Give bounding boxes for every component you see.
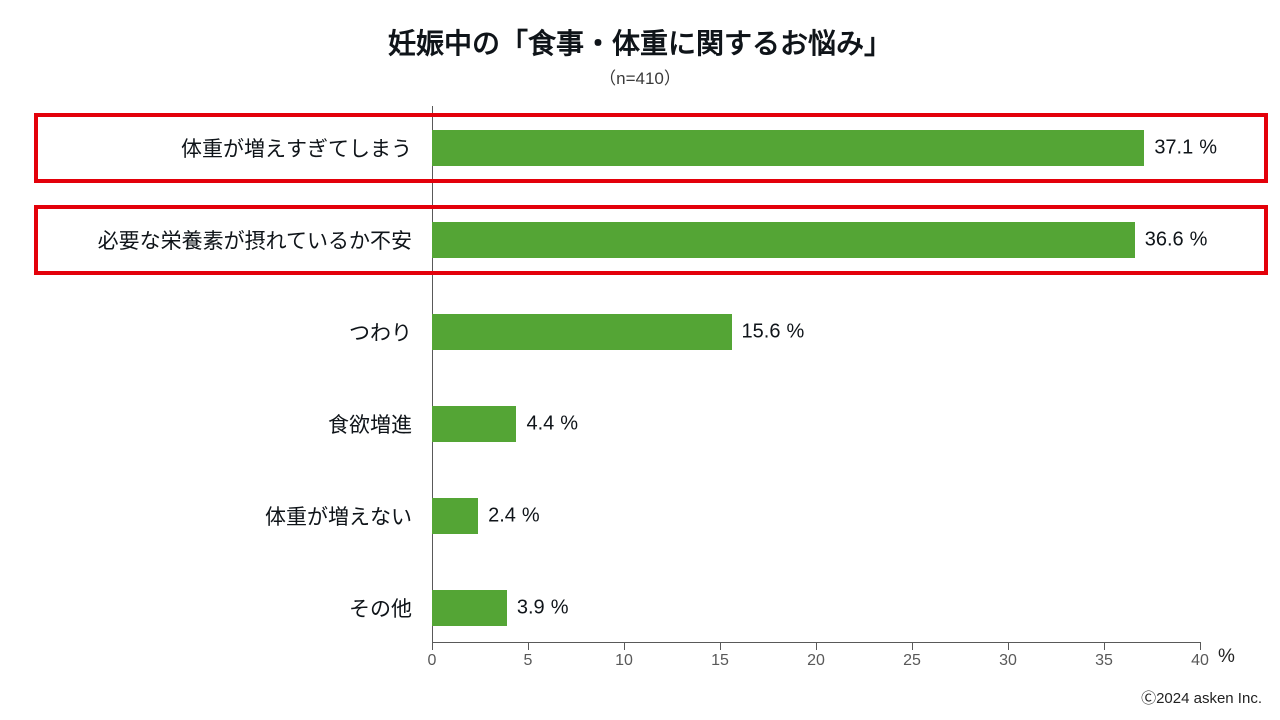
category-label: 体重が増えない — [265, 501, 432, 531]
bar — [432, 590, 507, 626]
bar — [432, 406, 516, 442]
x-tick — [528, 642, 529, 650]
category-label: 食欲増進 — [328, 409, 432, 439]
category-label: つわり — [349, 317, 432, 347]
bar-value-label: 36.6% — [1145, 229, 1208, 252]
x-tick-label: 5 — [524, 652, 533, 670]
x-tick — [1104, 642, 1105, 650]
x-tick-label: 20 — [807, 652, 825, 670]
x-tick-label: 35 — [1095, 652, 1113, 670]
x-axis-unit: % — [1218, 646, 1235, 668]
x-tick — [432, 642, 433, 650]
y-axis — [432, 106, 433, 642]
x-tick — [912, 642, 913, 650]
bar-value-label: 37.1% — [1154, 137, 1217, 160]
bar-value-label: 3.9% — [517, 597, 569, 620]
bar — [432, 130, 1144, 166]
x-tick-label: 25 — [903, 652, 921, 670]
x-tick — [1008, 642, 1009, 650]
x-tick — [624, 642, 625, 650]
x-tick-label: 10 — [615, 652, 633, 670]
chart-area: 0510152025303540% 体重が増えすぎてしまう37.1%必要な栄養素… — [432, 106, 1200, 642]
copyright: Ⓒ2024 asken Inc. — [1141, 687, 1262, 708]
bar — [432, 222, 1135, 258]
x-tick — [720, 642, 721, 650]
x-tick-label: 0 — [428, 652, 437, 670]
y-axis-line — [432, 106, 433, 642]
chart-subtitle: （n=410） — [0, 64, 1280, 89]
plot: 0510152025303540% 体重が増えすぎてしまう37.1%必要な栄養素… — [432, 106, 1200, 642]
x-tick-label: 15 — [711, 652, 729, 670]
title-block: 妊娠中の「食事・体重に関するお悩み」 （n=410） — [0, 22, 1280, 89]
bar — [432, 314, 732, 350]
bar-value-label: 15.6% — [742, 321, 805, 344]
category-label: 必要な栄養素が摂れているか不安 — [98, 225, 432, 255]
x-tick-label: 40 — [1191, 652, 1209, 670]
chart-title: 妊娠中の「食事・体重に関するお悩み」 — [0, 22, 1280, 62]
x-tick — [816, 642, 817, 650]
x-tick — [1200, 642, 1201, 650]
bar-value-label: 4.4% — [526, 413, 578, 436]
bar — [432, 498, 478, 534]
category-label: その他 — [349, 593, 432, 623]
category-label: 体重が増えすぎてしまう — [181, 133, 432, 163]
bar-value-label: 2.4% — [488, 505, 540, 528]
x-tick-label: 30 — [999, 652, 1017, 670]
